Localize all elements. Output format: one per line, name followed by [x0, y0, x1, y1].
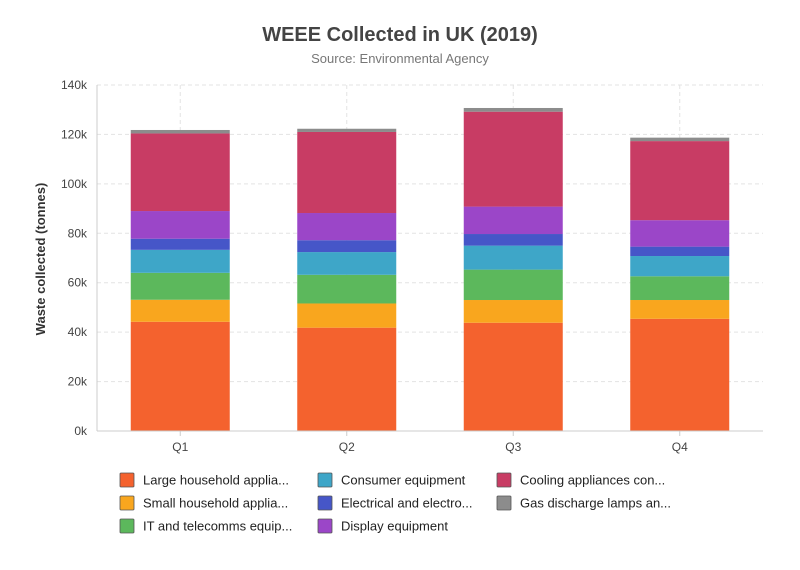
legend-label: Display equipment: [341, 519, 448, 534]
y-tick-label: 60k: [68, 276, 88, 290]
y-tick-label: 0k: [74, 424, 88, 438]
bar-segment[interactable]: [130, 249, 230, 273]
bar-segment[interactable]: [630, 256, 730, 277]
legend-item[interactable]: Gas discharge lamps an...: [496, 495, 671, 511]
bar-series-group: [130, 107, 730, 431]
bar-segment[interactable]: [130, 211, 230, 239]
legend-label: Consumer equipment: [341, 473, 466, 488]
y-tick-label: 100k: [61, 177, 88, 191]
legend: Large household applia... Small household…: [119, 472, 671, 534]
y-tick-label: 20k: [68, 375, 88, 389]
bar-segment[interactable]: [463, 107, 563, 112]
bar-segment[interactable]: [463, 111, 563, 207]
legend-label: Electrical and electro...: [341, 496, 473, 511]
x-tick-label: Q3: [505, 440, 521, 454]
bar-segment[interactable]: [463, 269, 563, 301]
chart-title: WEEE Collected in UK (2019): [262, 24, 538, 46]
bar-segment[interactable]: [297, 252, 397, 275]
bar-segment[interactable]: [297, 213, 397, 241]
legend-item[interactable]: Consumer equipment: [317, 472, 466, 488]
bar-segment[interactable]: [630, 246, 730, 257]
bar-segment[interactable]: [130, 321, 230, 431]
legend-swatch: [119, 495, 135, 511]
bar-segment[interactable]: [130, 129, 230, 134]
x-tick-label: Q4: [672, 440, 688, 454]
bar-segment[interactable]: [297, 131, 397, 214]
legend-label: IT and telecomms equip...: [143, 519, 292, 534]
axes: 0k 20k 40k 60k 80k 100k 120k 140k Q1 Q2 Q3 Q4: [61, 78, 763, 454]
legend-item[interactable]: Small household applia...: [119, 495, 288, 511]
legend-item[interactable]: Electrical and electro...: [317, 495, 473, 511]
y-tick-label: 40k: [68, 325, 88, 339]
legend-swatch: [317, 518, 333, 534]
legend-swatch: [317, 495, 333, 511]
y-tick-label: 80k: [68, 226, 88, 240]
y-axis-title: Waste collected (tonnes): [33, 183, 48, 336]
legend-label: Gas discharge lamps an...: [520, 496, 671, 511]
bar-segment[interactable]: [463, 300, 563, 323]
x-tick-label: Q1: [172, 440, 188, 454]
bar-segment[interactable]: [130, 299, 230, 322]
bar-segment[interactable]: [630, 137, 730, 142]
bar-segment[interactable]: [297, 274, 397, 304]
legend-item[interactable]: IT and telecomms equip...: [119, 518, 292, 534]
bar-segment[interactable]: [463, 322, 563, 431]
bar-segment[interactable]: [463, 206, 563, 235]
legend-swatch: [496, 472, 512, 488]
bar-segment[interactable]: [630, 220, 730, 247]
legend-item[interactable]: Display equipment: [317, 518, 448, 534]
bar-segment[interactable]: [630, 141, 730, 221]
legend-item[interactable]: Large household applia...: [119, 472, 289, 488]
bar-segment[interactable]: [130, 272, 230, 300]
y-tick-label: 140k: [61, 78, 88, 92]
legend-label: Cooling appliances con...: [520, 473, 665, 488]
bar-segment[interactable]: [130, 133, 230, 212]
bar-segment[interactable]: [463, 234, 563, 246]
bar-segment[interactable]: [630, 318, 730, 431]
legend-swatch: [317, 472, 333, 488]
bar-segment[interactable]: [130, 238, 230, 250]
bar-segment[interactable]: [630, 276, 730, 301]
legend-swatch: [496, 495, 512, 511]
legend-swatch: [119, 472, 135, 488]
bar-segment[interactable]: [463, 245, 563, 270]
legend-label: Large household applia...: [143, 473, 289, 488]
bar-segment[interactable]: [297, 327, 397, 431]
bar-segment[interactable]: [630, 300, 730, 319]
chart-subtitle: Source: Environmental Agency: [311, 51, 489, 66]
bar-segment[interactable]: [297, 303, 397, 328]
x-tick-label: Q2: [339, 440, 355, 454]
y-tick-label: 120k: [61, 127, 88, 141]
bar-segment[interactable]: [297, 240, 397, 253]
legend-swatch: [119, 518, 135, 534]
bar-segment[interactable]: [297, 128, 397, 132]
legend-item[interactable]: Cooling appliances con...: [496, 472, 665, 488]
legend-label: Small household applia...: [143, 496, 288, 511]
